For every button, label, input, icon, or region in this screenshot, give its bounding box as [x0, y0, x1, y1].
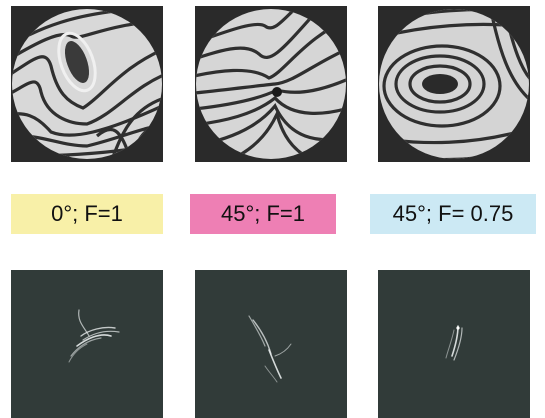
fringe-pattern-1: [11, 6, 163, 162]
psf-image-1: [11, 270, 163, 418]
column-2-label: 45°; F=1: [190, 194, 336, 234]
fringe-pattern-2: [195, 6, 347, 162]
column-3-label: 45°; F= 0.75: [370, 194, 536, 234]
fringe-pattern-3: [378, 6, 530, 162]
psf-image-3: [378, 270, 530, 418]
column-1-label: 0°; F=1: [11, 194, 163, 234]
psf-image-2: [195, 270, 347, 418]
